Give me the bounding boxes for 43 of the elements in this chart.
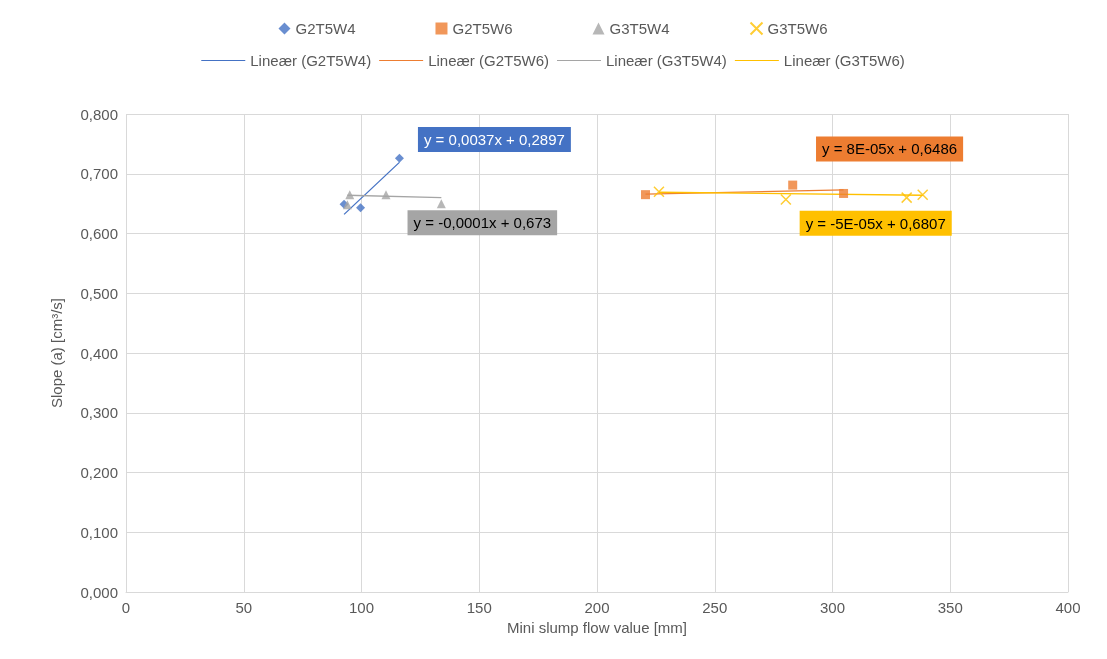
legend-label: G2T5W4 bbox=[295, 20, 356, 37]
point bbox=[356, 203, 366, 213]
point bbox=[839, 188, 849, 198]
legend-label: G3T5W4 bbox=[609, 20, 670, 37]
annotation: y = 0,0037x + 0,2897 bbox=[423, 130, 565, 148]
x-tick-label: 50 bbox=[235, 599, 253, 616]
point bbox=[653, 185, 665, 198]
x-tick-label: 0 bbox=[121, 599, 131, 616]
x-axis-title: Mini slump flow value [mm] bbox=[506, 619, 688, 636]
point bbox=[788, 180, 798, 190]
y-tick-label: 0,800 bbox=[80, 105, 118, 123]
y-tick-label: 0,700 bbox=[80, 165, 118, 183]
y-axis-title: Slope (a) [cm³/s] bbox=[48, 297, 65, 409]
x-tick-label: 250 bbox=[702, 599, 728, 616]
legend-label: Lineær (G2T5W4) bbox=[250, 52, 372, 69]
legend-label: G2T5W6 bbox=[452, 20, 513, 37]
x-tick-label: 200 bbox=[584, 599, 610, 616]
x-tick-label: 300 bbox=[819, 599, 846, 616]
annotation: y = -0,0001x + 0,673 bbox=[413, 214, 552, 232]
annotation: y = -5E-05x + 0,6807 bbox=[805, 214, 946, 232]
x-tick-label: 150 bbox=[466, 599, 492, 616]
point bbox=[394, 153, 404, 163]
legend-label: Lineær (G2T5W6) bbox=[428, 52, 550, 69]
x-tick-label: 350 bbox=[937, 599, 963, 616]
annotation: y = 8E-05x + 0,6486 bbox=[822, 140, 958, 158]
point bbox=[900, 191, 913, 204]
point bbox=[641, 190, 651, 200]
y-tick-label: 0,300 bbox=[80, 404, 118, 422]
y-tick-label: 0,000 bbox=[80, 583, 118, 601]
x-tick-label: 100 bbox=[348, 599, 375, 616]
point bbox=[780, 193, 792, 206]
y-tick-label: 0,200 bbox=[80, 464, 118, 481]
y-tick-label: 0,400 bbox=[80, 344, 118, 362]
y-tick-label: 0,100 bbox=[80, 523, 118, 541]
legend-label: Lineær (G3T5W6) bbox=[783, 52, 905, 69]
legend-label: Lineær (G3T5W4) bbox=[606, 52, 727, 69]
y-tick-label: 0,600 bbox=[80, 225, 118, 242]
point bbox=[436, 199, 446, 209]
point bbox=[381, 190, 391, 200]
y-tick-label: 0,500 bbox=[80, 284, 118, 302]
point bbox=[916, 188, 929, 201]
x-tick-label: 400 bbox=[1055, 599, 1081, 616]
legend-label: G3T5W6 bbox=[767, 20, 828, 37]
